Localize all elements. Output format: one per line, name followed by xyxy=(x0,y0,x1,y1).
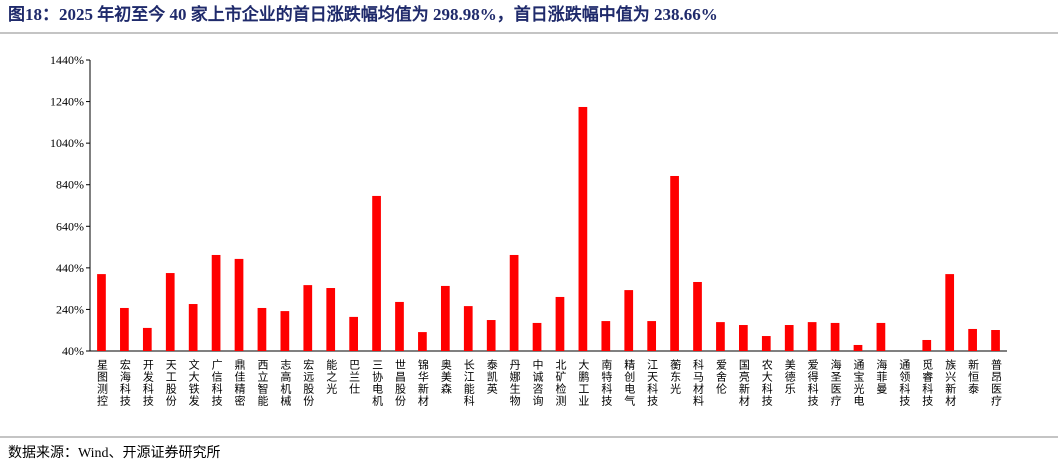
x-tick-label: 鼎佳精密 xyxy=(233,359,246,407)
x-tick-label: 江天科技 xyxy=(646,359,659,407)
bar xyxy=(968,328,977,351)
x-tick-label: 通宝光电 xyxy=(852,359,865,407)
x-tick-label: 中诚咨询 xyxy=(531,359,544,407)
bar xyxy=(303,285,313,351)
x-tick-label: 星图测控 xyxy=(95,359,108,407)
x-tick-label: 海菲曼 xyxy=(875,358,888,395)
x-tick-label: 世昌股份 xyxy=(393,359,406,407)
bar xyxy=(97,274,106,351)
x-tick-label: 宏远股份 xyxy=(302,358,315,407)
x-tick-label: 通领科技 xyxy=(898,359,911,407)
bar xyxy=(853,344,863,351)
bar xyxy=(761,336,771,351)
bar xyxy=(234,258,244,351)
x-tick-label: 族兴新材 xyxy=(944,358,957,407)
bar xyxy=(647,321,657,351)
x-tick-label: 西立智能 xyxy=(256,359,269,407)
bar xyxy=(440,285,450,351)
x-tick-label: 丹娜生物 xyxy=(508,359,521,407)
x-tick-label: 长江能科 xyxy=(462,359,475,407)
x-tick-label: 北矿检测 xyxy=(554,359,567,407)
x-tick-label: 奥美森 xyxy=(439,358,452,395)
x-tick-label: 开发科技 xyxy=(141,359,154,407)
x-tick-label: 国亮新材 xyxy=(737,359,750,407)
x-tick-label: 天工股份 xyxy=(164,359,177,407)
y-tick-label: 1040% xyxy=(50,136,84,150)
bar xyxy=(739,325,748,351)
x-tick-label: 海圣医疗 xyxy=(829,358,842,407)
bar xyxy=(349,316,358,351)
x-tick-label: 巴兰仕 xyxy=(348,359,361,395)
bar xyxy=(716,322,725,351)
x-tick-label: 爱舍伦 xyxy=(714,359,727,395)
x-tick-label: 能之光 xyxy=(325,358,338,395)
x-tick-label: 泰凯英 xyxy=(485,358,498,395)
bar xyxy=(486,320,496,351)
bar xyxy=(922,339,932,351)
bar xyxy=(188,304,198,351)
bar xyxy=(991,330,1000,351)
bar xyxy=(784,325,794,351)
bar xyxy=(693,281,702,351)
bar xyxy=(326,288,336,351)
y-tick-label: 1240% xyxy=(50,95,84,109)
x-tick-label: 文大铁发 xyxy=(187,358,200,407)
y-tick-label: 640% xyxy=(56,219,84,233)
x-tick-label: 农大科技 xyxy=(760,358,773,407)
bar xyxy=(372,195,381,351)
bar xyxy=(555,296,565,351)
bar xyxy=(142,327,152,351)
bar xyxy=(395,301,404,351)
x-tick-label: 精创电气 xyxy=(623,359,636,407)
y-tick-label: 840% xyxy=(56,178,84,192)
x-tick-label: 爱得科技 xyxy=(806,359,819,407)
x-tick-label: 美德乐 xyxy=(783,359,796,395)
bar xyxy=(601,321,611,351)
bar xyxy=(418,332,427,351)
source: 数据来源：Wind、开源证券研究所 xyxy=(8,445,221,461)
x-tick-label: 觅睿科技 xyxy=(921,359,934,407)
x-tick-label: 宏海科技 xyxy=(118,358,131,407)
bar xyxy=(257,307,267,351)
x-tick-label: 普昂医疗 xyxy=(990,358,1003,407)
bar xyxy=(211,254,221,351)
bar xyxy=(670,175,679,351)
bar xyxy=(807,322,817,351)
x-tick-label: 新恒泰 xyxy=(967,358,980,395)
x-tick-label: 锦华新材 xyxy=(416,358,429,407)
bar xyxy=(509,254,519,351)
bar xyxy=(120,307,129,351)
bar xyxy=(876,322,886,351)
y-tick-label: 240% xyxy=(56,302,84,316)
bar xyxy=(165,273,175,351)
x-tick-label: 志高机械 xyxy=(279,359,292,407)
x-tick-label: 科马材料 xyxy=(692,358,705,407)
x-tick-label: 大鹏工业 xyxy=(577,358,590,407)
chart-title: 图18：2025 年初至今 40 家上市企业的首日涨跌幅均值为 298.98%，… xyxy=(8,4,718,24)
bar xyxy=(830,322,840,351)
x-tick-label: 广信科技 xyxy=(210,359,223,407)
bar xyxy=(945,274,955,351)
bar xyxy=(578,106,588,352)
x-tick-label: 三协电机 xyxy=(371,359,384,407)
y-tick-label: 1440% xyxy=(50,53,84,67)
bar xyxy=(624,290,634,351)
bar xyxy=(463,306,473,351)
x-tick-label: 南特科技 xyxy=(600,359,613,407)
bar xyxy=(280,311,290,351)
x-tick-label: 蘅东光 xyxy=(669,359,682,395)
y-tick-label: 40% xyxy=(62,344,84,358)
bar xyxy=(532,322,542,351)
y-tick-label: 440% xyxy=(56,261,84,275)
